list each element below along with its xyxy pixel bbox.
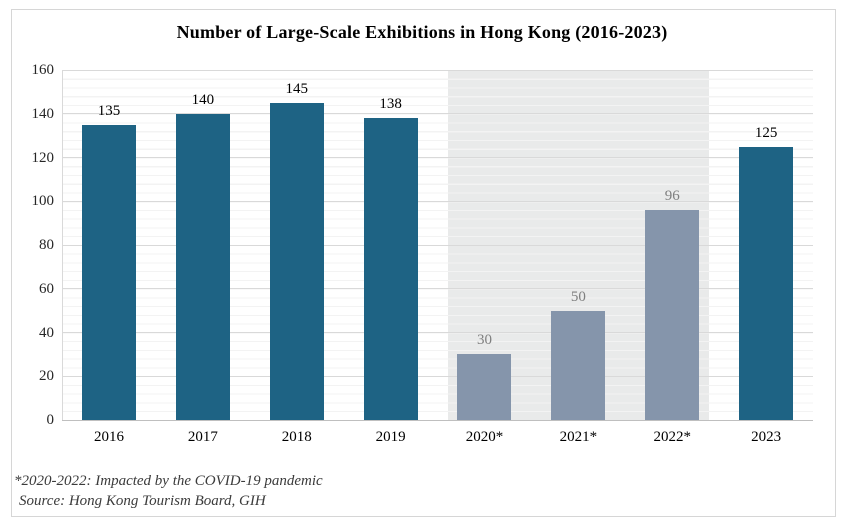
y-tick-label: 60: [39, 280, 54, 297]
bar-value-label: 138: [379, 96, 402, 113]
bar-value-label: 50: [570, 288, 586, 305]
gridline-major: [62, 113, 813, 115]
chart-title: Number of Large-Scale Exhibitions in Hon…: [176, 22, 668, 42]
bar-slot: 50: [531, 70, 625, 420]
x-axis-label: 2016: [93, 429, 124, 445]
x-axis-label: 2022*: [653, 429, 691, 445]
bars-layer: 135 140 145 138 30 50 96 125: [62, 70, 813, 420]
y-tick-label: 0: [46, 412, 55, 428]
plot-area: 135 140 145 138 30 50 96 125: [62, 69, 813, 421]
bar-slot: 30: [438, 70, 532, 420]
bar-slot: 138: [344, 70, 438, 420]
footnote-note: *2020-2022: Impacted by the COVID-19 pan…: [14, 473, 323, 489]
gridline-major: [62, 375, 813, 377]
x-axis-label: 2019: [375, 429, 406, 445]
bar-value-label: 145: [285, 80, 308, 97]
bar-value-label: 30: [476, 332, 492, 349]
y-tick-label: 80: [39, 237, 54, 253]
bar-2020: [457, 354, 512, 420]
gridline-major: [62, 157, 813, 158]
footnote-source: Source: Hong Kong Tourism Board, GIH: [19, 493, 266, 509]
bar-slot: 145: [250, 70, 344, 420]
bar-value-label: 125: [754, 124, 778, 141]
bar-value-label: 96: [664, 188, 680, 204]
bar-2023: [739, 146, 794, 420]
bar-slot: 96: [625, 70, 719, 420]
x-axis-line: [62, 420, 813, 421]
bar-2016: [81, 124, 136, 420]
gridline-major: [62, 332, 813, 333]
x-axis-labels: 2016 2017 2018 2019 2020* 2021* 2022* 2023: [62, 429, 813, 446]
gridline-major: [62, 69, 813, 71]
y-tick-label: 40: [39, 324, 54, 341]
y-tick-label: 160: [31, 62, 55, 78]
gridline-major: [62, 200, 813, 202]
bar-2019: [363, 118, 418, 420]
x-axis-label: 2021*: [559, 429, 598, 445]
bar-slot: 135: [62, 70, 156, 420]
x-axis-label: 2020*: [465, 429, 504, 445]
bar-2017: [175, 113, 230, 420]
bar-value-label: 135: [97, 102, 121, 119]
bar-2018: [269, 102, 324, 420]
y-axis-tick-labels: 0 20 40 60 80 100 120 140 160: [0, 62, 55, 428]
x-axis-label: 2017: [187, 429, 218, 445]
x-axis-label: 2023: [751, 429, 782, 445]
footnote-block: *2020-2022: Impacted by the COVID-19 pan…: [14, 471, 323, 511]
y-tick-label: 20: [39, 368, 54, 385]
bar-slot: 140: [156, 70, 250, 420]
bar-value-label: 140: [191, 91, 215, 108]
bar-slot: 125: [719, 70, 813, 420]
bar-2021: [551, 310, 606, 420]
gridline-major: [62, 288, 813, 290]
y-tick-label: 140: [31, 105, 55, 122]
gridline-major: [62, 244, 813, 246]
y-tick-label: 120: [31, 149, 55, 166]
bar-2022: [645, 210, 700, 420]
y-axis-line: [62, 70, 63, 420]
y-tick-label: 100: [31, 193, 55, 210]
x-axis-label: 2018: [281, 429, 312, 445]
